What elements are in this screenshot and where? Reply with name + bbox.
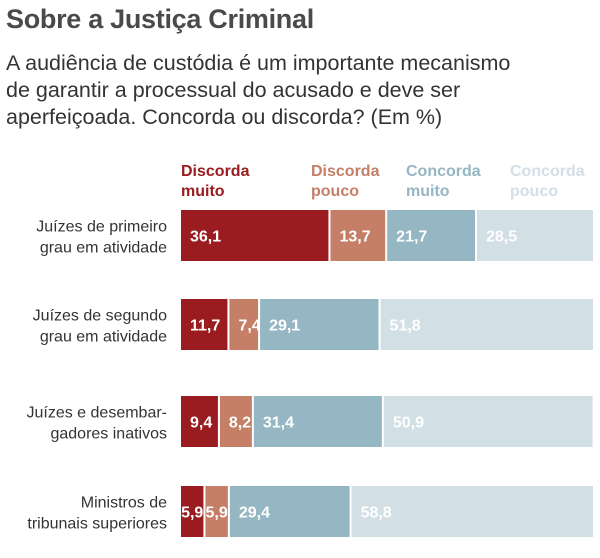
legend-discorda-pouco: Discorda pouco bbox=[311, 163, 380, 200]
value-label-concorda-muito-row-4: 29,4 bbox=[239, 505, 270, 522]
bar-concorda-pouco-row-3 bbox=[383, 396, 593, 447]
value-label-discorda-muito-row-1: 36,1 bbox=[190, 229, 221, 246]
bar-discorda-muito-row-2 bbox=[181, 299, 228, 350]
category-label-1: Juízes de primeiro grau em atividade bbox=[36, 219, 167, 257]
bar-concorda-pouco-row-2 bbox=[380, 299, 593, 350]
bar-discorda-pouco-row-1 bbox=[330, 210, 386, 261]
bar-discorda-muito-row-3 bbox=[181, 396, 218, 447]
bar-concorda-muito-row-4 bbox=[229, 486, 350, 537]
value-label-concorda-pouco-row-4: 58,8 bbox=[361, 505, 392, 522]
legend-concorda-muito: Concorda muito bbox=[406, 163, 481, 200]
category-label-2: Juízes de segundo grau em atividade bbox=[33, 308, 167, 346]
value-label-concorda-pouco-row-1: 28,5 bbox=[486, 229, 517, 246]
legend-discorda-muito: Discorda muito bbox=[181, 163, 250, 200]
bar-concorda-muito-row-1 bbox=[387, 210, 476, 261]
bar-discorda-muito-row-1 bbox=[181, 210, 329, 261]
bar-concorda-muito-row-2 bbox=[260, 299, 379, 350]
category-label-3: Juízes e desembar-gadores inativos bbox=[26, 405, 167, 443]
chart-subtitle: A audiência de custódia é um importante … bbox=[6, 50, 596, 131]
legend-concorda-pouco: Concorda pouco bbox=[510, 163, 585, 200]
value-label-discorda-pouco-row-2: 7,4 bbox=[238, 318, 260, 335]
value-label-concorda-muito-row-2: 29,1 bbox=[269, 318, 300, 335]
value-label-discorda-pouco-row-1: 13,7 bbox=[339, 229, 370, 246]
value-label-concorda-muito-row-3: 31,4 bbox=[263, 415, 294, 432]
value-label-concorda-pouco-row-2: 51,8 bbox=[390, 318, 421, 335]
subtitle-line-3: aperfeiçoada. Concorda ou discorda? (Em … bbox=[6, 105, 443, 129]
bar-discorda-pouco-row-3 bbox=[219, 396, 252, 447]
chart-title: Sobre a Justiça Criminal bbox=[6, 4, 314, 34]
bar-concorda-muito-row-3 bbox=[253, 396, 382, 447]
value-label-discorda-muito-row-4: 5,9 bbox=[181, 505, 203, 522]
value-label-discorda-pouco-row-3: 8,2 bbox=[229, 415, 251, 432]
bar-concorda-pouco-row-1 bbox=[477, 210, 593, 261]
subtitle-line-1: A audiência de custódia é um importante … bbox=[6, 51, 511, 75]
value-label-discorda-pouco-row-4: 5,9 bbox=[206, 505, 228, 522]
value-label-discorda-muito-row-2: 11,7 bbox=[190, 318, 220, 335]
value-label-concorda-muito-row-1: 21,7 bbox=[396, 229, 427, 246]
bar-discorda-muito-row-4 bbox=[181, 486, 204, 537]
bar-discorda-pouco-row-4 bbox=[205, 486, 228, 537]
value-label-discorda-muito-row-3: 9,4 bbox=[190, 415, 212, 432]
value-label-concorda-pouco-row-3: 50,9 bbox=[393, 415, 424, 432]
category-label-4: Ministros de tribunais superiores bbox=[27, 495, 167, 533]
bar-discorda-pouco-row-2 bbox=[229, 299, 259, 350]
subtitle-line-2: de garantir a processual do acusado e de… bbox=[6, 78, 461, 102]
bar-concorda-pouco-row-4 bbox=[351, 486, 593, 537]
